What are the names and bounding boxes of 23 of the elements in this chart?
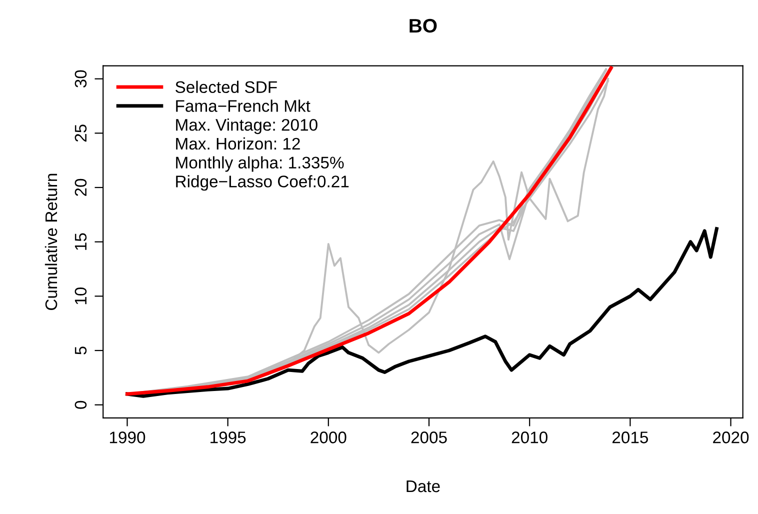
y-tick-label: 15: [74, 233, 87, 250]
x-tick-label: 2015: [612, 432, 648, 444]
x-tick-label: 2005: [411, 432, 447, 444]
y-axis-title: Cumulative Return: [44, 174, 58, 310]
annotation: Monthly alpha: 1.335%: [176, 156, 344, 172]
x-tick-label: 2000: [310, 432, 346, 444]
y-tick-label: 5: [74, 346, 87, 354]
x-tick-label: 2010: [512, 432, 548, 444]
y-tick-label: 10: [74, 288, 87, 304]
annotation: Ridge−Lasso Coef:0.21: [176, 175, 349, 191]
y-tick-label: 20: [74, 178, 87, 196]
x-axis-title: Date: [406, 480, 440, 492]
annotation: Max. Vintage: 2010: [176, 118, 318, 134]
y-tick-label: 0: [74, 400, 87, 409]
legend-label: Fama−French Mkt: [176, 100, 310, 112]
x-tick-label: 1995: [210, 432, 246, 444]
x-tick-label: 2020: [713, 432, 749, 444]
legend-label: Selected SDF: [176, 80, 277, 94]
y-tick-label: 30: [74, 70, 87, 88]
annotation: Max. Horizon: 12: [176, 137, 300, 150]
chart-title: BO: [410, 18, 437, 33]
y-tick-label: 25: [74, 124, 87, 142]
x-tick-label: 1990: [110, 432, 146, 444]
